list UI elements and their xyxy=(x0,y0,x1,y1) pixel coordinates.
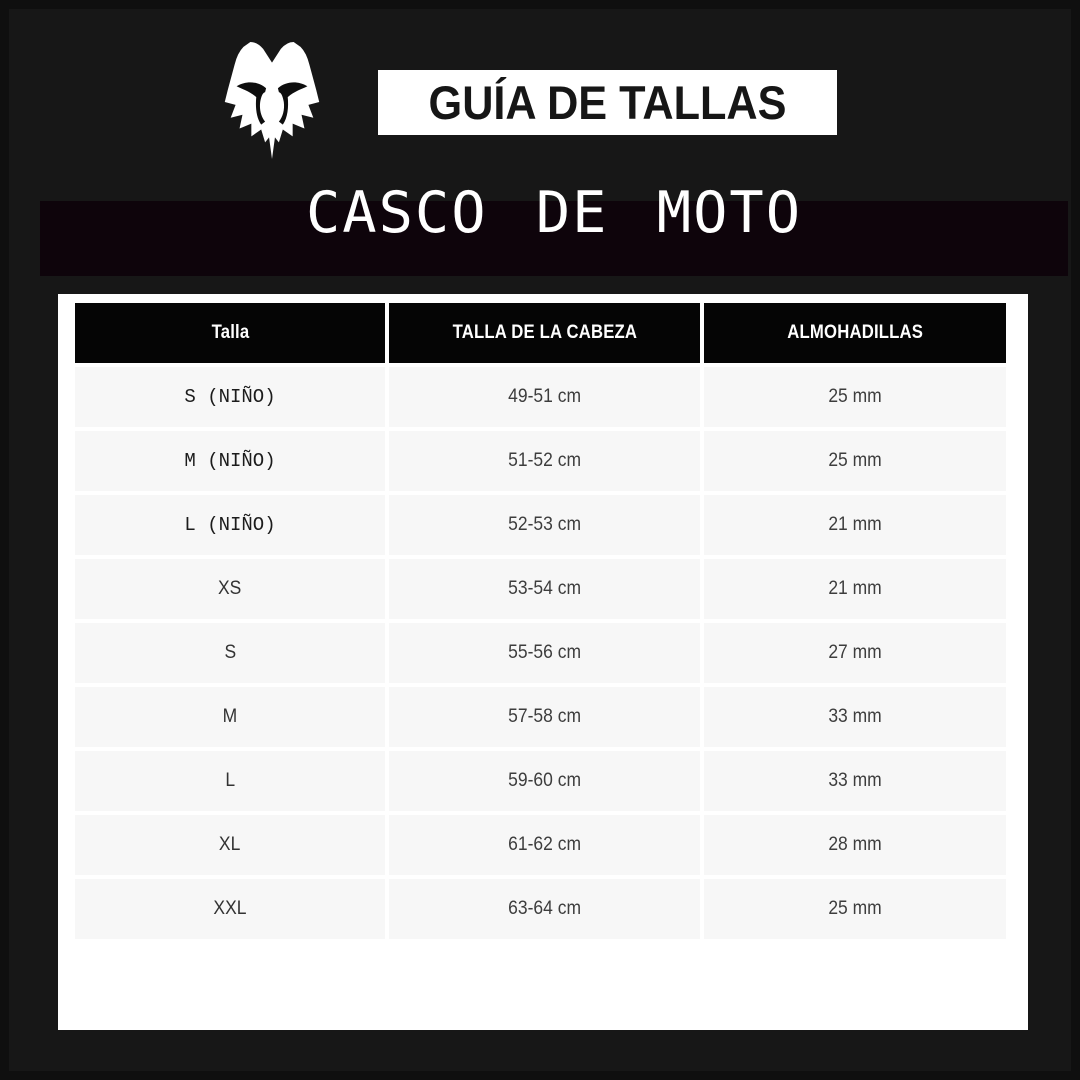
size-cell: L (NIÑO) xyxy=(75,495,385,555)
column-header-almohadillas: ALMOHADILLAS xyxy=(704,303,1006,363)
padding-cell: 25 mm xyxy=(704,879,1006,939)
head-size-cell: 55-56 cm xyxy=(389,623,700,683)
size-chart-table: Talla TALLA DE LA CABEZA ALMOHADILLAS S … xyxy=(75,303,1006,939)
size-cell: M (NIÑO) xyxy=(75,431,385,491)
head-size-cell: 51-52 cm xyxy=(389,431,700,491)
padding-cell: 33 mm xyxy=(704,751,1006,811)
size-cell: XXL xyxy=(75,879,385,939)
product-title: CASCO DE MOTO xyxy=(305,180,803,246)
head-size-cell: 52-53 cm xyxy=(389,495,700,555)
head-size-cell: 53-54 cm xyxy=(389,559,700,619)
padding-cell: 27 mm xyxy=(704,623,1006,683)
size-chart-card: Talla TALLA DE LA CABEZA ALMOHADILLAS S … xyxy=(58,294,1028,1030)
head-size-cell: 49-51 cm xyxy=(389,367,700,427)
head-size-cell: 57-58 cm xyxy=(389,687,700,747)
size-cell: S (NIÑO) xyxy=(75,367,385,427)
column-header-almohadillas-label: ALMOHADILLAS xyxy=(787,322,923,343)
product-title-band: CASCO DE MOTO xyxy=(40,185,1068,276)
column-header-cabeza: TALLA DE LA CABEZA xyxy=(389,303,700,363)
padding-cell: 25 mm xyxy=(704,367,1006,427)
size-guide-badge: GUÍA DE TALLAS xyxy=(378,70,837,135)
padding-cell: 21 mm xyxy=(704,495,1006,555)
size-cell: XS xyxy=(75,559,385,619)
size-cell: L xyxy=(75,751,385,811)
head-size-cell: 61-62 cm xyxy=(389,815,700,875)
fox-head-logo-icon xyxy=(224,41,320,160)
head-size-cell: 59-60 cm xyxy=(389,751,700,811)
size-cell: XL xyxy=(75,815,385,875)
padding-cell: 21 mm xyxy=(704,559,1006,619)
padding-cell: 33 mm xyxy=(704,687,1006,747)
size-guide-badge-label: GUÍA DE TALLAS xyxy=(428,76,787,129)
padding-cell: 25 mm xyxy=(704,431,1006,491)
column-header-cabeza-label: TALLA DE LA CABEZA xyxy=(452,322,637,343)
size-cell: S xyxy=(75,623,385,683)
column-header-talla: Talla xyxy=(75,303,385,363)
size-cell: M xyxy=(75,687,385,747)
head-size-cell: 63-64 cm xyxy=(389,879,700,939)
column-header-talla-label: Talla xyxy=(211,322,249,343)
padding-cell: 28 mm xyxy=(704,815,1006,875)
